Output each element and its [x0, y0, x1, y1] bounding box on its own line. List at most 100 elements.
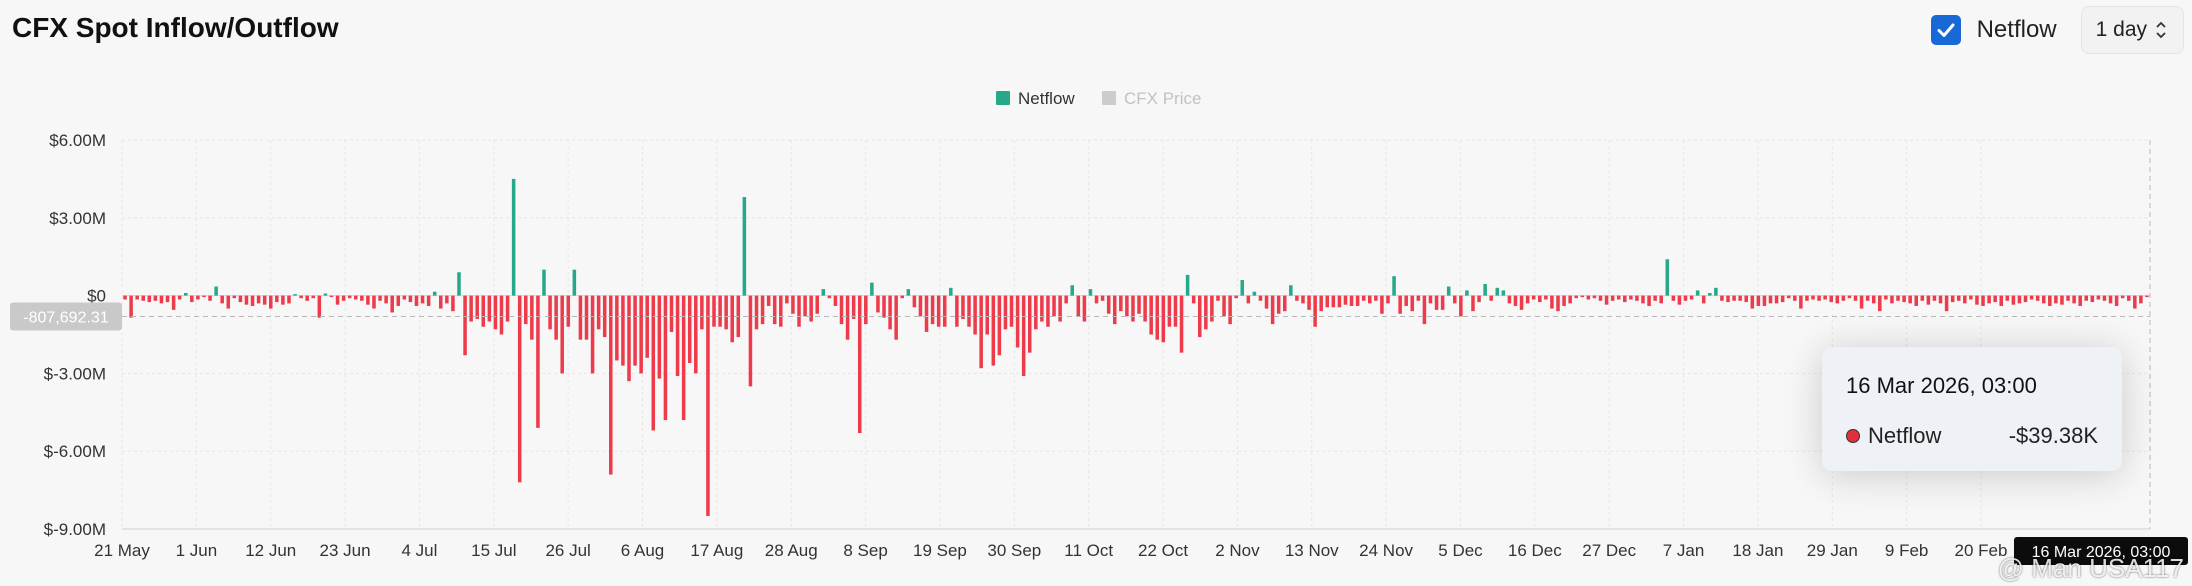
netflow-bar[interactable]	[985, 295, 990, 335]
netflow-bar[interactable]	[1938, 295, 1943, 304]
netflow-bar[interactable]	[281, 295, 285, 305]
netflow-bar[interactable]	[2066, 295, 2070, 301]
netflow-bar[interactable]	[1701, 295, 1706, 304]
netflow-bar[interactable]	[669, 295, 674, 332]
netflow-bar[interactable]	[159, 295, 164, 304]
netflow-bar[interactable]	[2029, 295, 2034, 300]
netflow-bar[interactable]	[1853, 295, 1858, 301]
netflow-bar[interactable]	[1258, 295, 1263, 301]
netflow-bar[interactable]	[1349, 295, 1354, 306]
netflow-bar[interactable]	[2035, 295, 2040, 301]
netflow-bar[interactable]	[766, 295, 771, 306]
netflow-bar[interactable]	[779, 295, 783, 327]
netflow-bar[interactable]	[202, 295, 206, 298]
netflow-bar[interactable]	[1908, 295, 1912, 304]
netflow-bar[interactable]	[1805, 295, 1809, 301]
netflow-bar[interactable]	[1489, 295, 1493, 301]
netflow-bar[interactable]	[2078, 295, 2082, 306]
netflow-bar[interactable]	[469, 295, 473, 322]
netflow-bar[interactable]	[396, 295, 401, 306]
netflow-bar[interactable]	[1786, 295, 1791, 299]
netflow-bar[interactable]	[183, 293, 188, 296]
netflow-bar[interactable]	[1568, 295, 1572, 304]
netflow-bar[interactable]	[1125, 295, 1129, 317]
netflow-bar[interactable]	[718, 295, 722, 327]
netflow-bar[interactable]	[1240, 280, 1245, 296]
netflow-bar[interactable]	[1009, 295, 1014, 327]
netflow-bar[interactable]	[1495, 287, 1500, 296]
netflow-bar[interactable]	[1197, 295, 1202, 338]
netflow-bar[interactable]	[1252, 291, 1257, 296]
netflow-bar[interactable]	[2096, 295, 2101, 300]
netflow-bar[interactable]	[2108, 295, 2113, 304]
netflow-bar[interactable]	[372, 295, 376, 309]
netflow-bar[interactable]	[1167, 295, 1172, 327]
netflow-bar[interactable]	[1677, 295, 1682, 305]
netflow-bar[interactable]	[2054, 295, 2058, 304]
netflow-bar[interactable]	[681, 295, 686, 421]
netflow-bar[interactable]	[341, 295, 346, 301]
netflow-bar[interactable]	[1282, 295, 1287, 312]
netflow-bar[interactable]	[1708, 293, 1712, 296]
netflow-bar[interactable]	[1878, 295, 1882, 312]
netflow-bar[interactable]	[1799, 295, 1803, 309]
netflow-bar[interactable]	[2139, 295, 2143, 304]
netflow-bar[interactable]	[432, 291, 437, 296]
netflow-bar[interactable]	[742, 197, 747, 296]
netflow-bar[interactable]	[942, 295, 947, 327]
netflow-bar[interactable]	[1179, 295, 1184, 353]
netflow-bar[interactable]	[129, 295, 133, 318]
netflow-bar[interactable]	[961, 295, 965, 319]
netflow-bar[interactable]	[1610, 295, 1615, 301]
netflow-bar[interactable]	[445, 295, 449, 304]
netflow-bar[interactable]	[457, 272, 461, 296]
netflow-bar[interactable]	[797, 295, 801, 327]
netflow-bar[interactable]	[979, 295, 983, 369]
netflow-bar[interactable]	[1671, 295, 1676, 301]
netflow-bar[interactable]	[1884, 295, 1888, 300]
netflow-bar[interactable]	[627, 295, 631, 382]
netflow-bar[interactable]	[1993, 295, 1997, 303]
netflow-bar[interactable]	[815, 295, 819, 314]
netflow-bar[interactable]	[1434, 295, 1439, 310]
netflow-bar[interactable]	[687, 295, 692, 364]
netflow-bar[interactable]	[1459, 295, 1463, 317]
netflow-bar[interactable]	[378, 295, 382, 301]
netflow-bar[interactable]	[360, 295, 364, 301]
netflow-bar[interactable]	[857, 295, 862, 434]
netflow-bar[interactable]	[554, 295, 558, 340]
netflow-bar[interactable]	[900, 295, 904, 299]
netflow-bar[interactable]	[1210, 295, 1214, 322]
netflow-bar[interactable]	[1580, 295, 1585, 298]
netflow-bar[interactable]	[1477, 295, 1481, 303]
netflow-bar[interactable]	[712, 295, 716, 327]
netflow-bar[interactable]	[845, 295, 850, 340]
netflow-bar[interactable]	[536, 295, 540, 428]
netflow-bar[interactable]	[1234, 295, 1238, 299]
netflow-bar[interactable]	[226, 295, 231, 309]
netflow-bar[interactable]	[426, 295, 431, 306]
netflow-bar[interactable]	[1380, 295, 1384, 314]
netflow-bar[interactable]	[2017, 295, 2022, 304]
netflow-bar[interactable]	[1531, 295, 1536, 300]
netflow-bar[interactable]	[1865, 295, 1870, 301]
netflow-bar[interactable]	[1015, 295, 1020, 348]
netflow-bar[interactable]	[299, 295, 303, 299]
netflow-bar[interactable]	[1355, 295, 1360, 306]
netflow-bar[interactable]	[1859, 295, 1864, 309]
netflow-checkbox[interactable]	[1930, 15, 1961, 45]
netflow-bar[interactable]	[1106, 295, 1111, 314]
netflow-bar[interactable]	[1270, 295, 1275, 325]
netflow-bar[interactable]	[912, 295, 917, 308]
netflow-bar[interactable]	[1313, 295, 1317, 327]
netflow-bar[interactable]	[967, 295, 971, 327]
netflow-bar[interactable]	[1762, 295, 1767, 306]
netflow-bar[interactable]	[706, 295, 710, 517]
netflow-bar[interactable]	[700, 295, 704, 330]
netflow-bar[interactable]	[524, 295, 528, 325]
netflow-bar[interactable]	[888, 295, 892, 330]
netflow-bar[interactable]	[481, 295, 486, 327]
netflow-bar[interactable]	[1191, 295, 1196, 304]
interval-select[interactable]: 1 day	[2080, 6, 2184, 54]
